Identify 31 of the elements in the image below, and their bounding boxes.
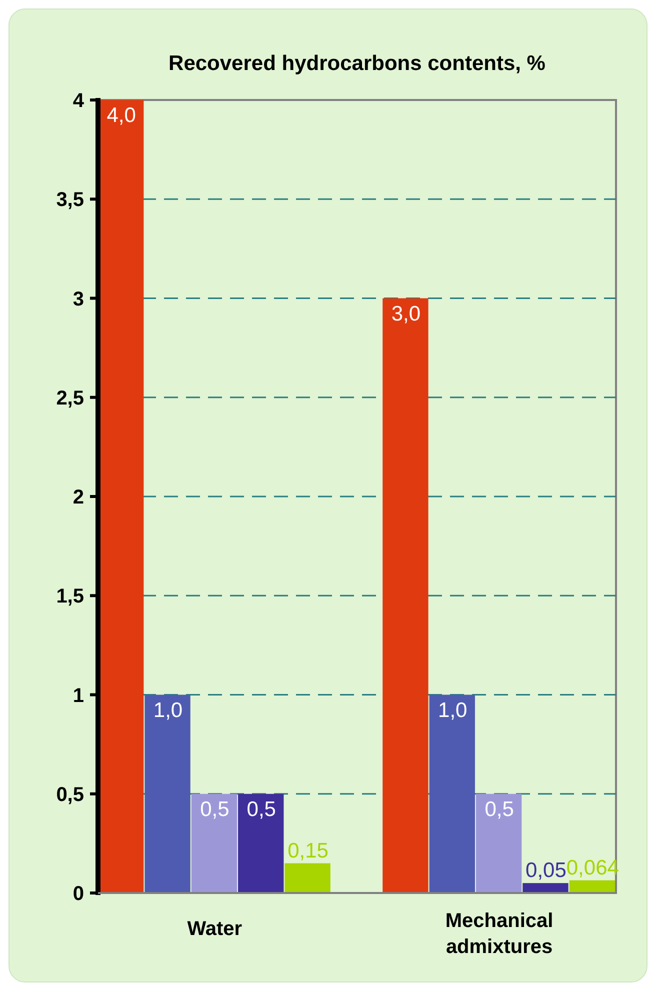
x-tick-label: Water [187, 918, 242, 940]
y-tick-label: 3 [72, 288, 84, 310]
bar [144, 694, 190, 893]
data-label: 0,15 [288, 839, 328, 862]
y-tick-label: 1,5 [56, 586, 84, 608]
y-tick-label: 2 [72, 486, 84, 508]
bar [284, 863, 330, 893]
data-label: 0,05 [526, 859, 566, 882]
bar [569, 880, 615, 893]
chart-title: Recovered hydrocarbons contents, % [168, 52, 546, 75]
data-label: 4,0 [106, 104, 136, 127]
y-tick-label: 0 [72, 883, 84, 905]
data-label: 0,5 [246, 798, 276, 821]
bar [476, 794, 522, 893]
x-tick-label: Mechanical admixtures [445, 910, 554, 958]
data-label: 0,064 [566, 856, 620, 880]
y-tick-label: 4 [72, 90, 85, 112]
y-tick-label: 2,5 [56, 387, 84, 410]
data-label: 0,5 [200, 798, 230, 821]
bar [429, 694, 475, 893]
bar [191, 794, 238, 893]
y-tick-label: 0,5 [56, 784, 84, 806]
bar [238, 794, 284, 893]
data-label: 1,0 [438, 698, 468, 722]
data-label: 1,0 [153, 698, 183, 722]
bar [382, 298, 428, 893]
bar [522, 883, 568, 893]
y-tick-label: 1 [72, 684, 84, 707]
y-tick-label: 3,5 [56, 189, 84, 212]
data-label: 3,0 [391, 302, 421, 326]
data-label: 0,5 [484, 798, 514, 821]
